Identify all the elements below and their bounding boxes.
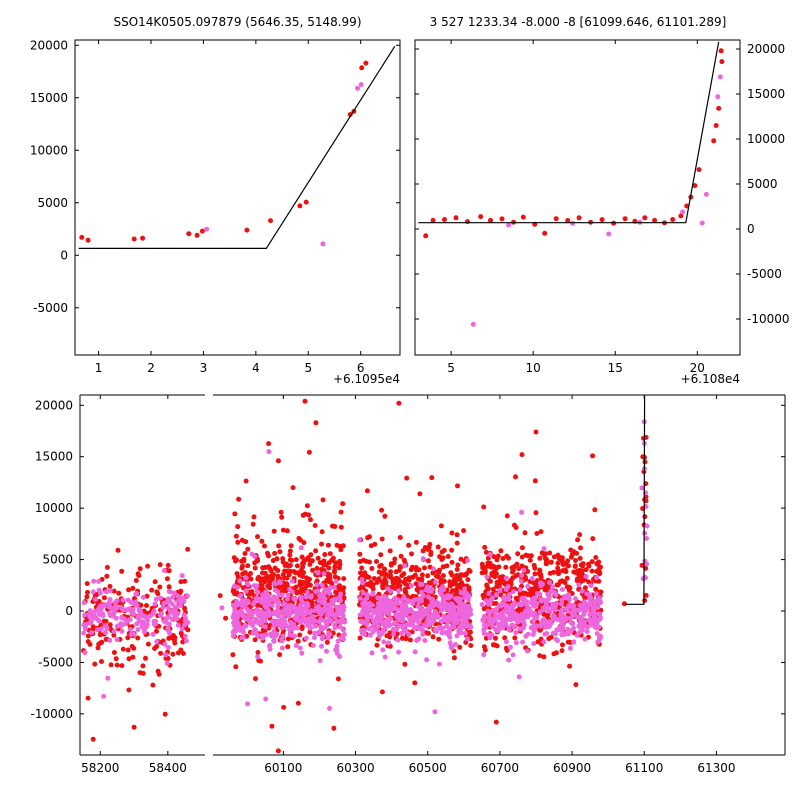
svg-text:10000: 10000 xyxy=(30,143,68,157)
svg-text:5: 5 xyxy=(304,361,312,375)
svg-text:61300: 61300 xyxy=(697,761,735,775)
svg-text:60500: 60500 xyxy=(409,761,447,775)
top-right-plot-title: 3 527 1233.34 -8.000 -8 [61099.646, 6110… xyxy=(429,15,727,29)
svg-text:2: 2 xyxy=(147,361,155,375)
svg-text:20000: 20000 xyxy=(35,398,73,412)
svg-text:58400: 58400 xyxy=(149,761,187,775)
svg-text:3: 3 xyxy=(200,361,208,375)
svg-text:-5000: -5000 xyxy=(747,267,782,281)
svg-text:-10000: -10000 xyxy=(747,312,790,326)
svg-text:4: 4 xyxy=(252,361,260,375)
svg-text:0: 0 xyxy=(65,604,73,618)
svg-text:15: 15 xyxy=(608,361,623,375)
svg-text:-10000: -10000 xyxy=(30,707,73,721)
svg-text:10: 10 xyxy=(526,361,541,375)
svg-text:58200: 58200 xyxy=(81,761,119,775)
svg-text:20000: 20000 xyxy=(747,42,785,56)
svg-text:5000: 5000 xyxy=(747,177,778,191)
svg-text:60300: 60300 xyxy=(336,761,374,775)
svg-text:0: 0 xyxy=(747,222,755,236)
svg-text:60700: 60700 xyxy=(481,761,519,775)
svg-text:10000: 10000 xyxy=(35,501,73,515)
top-left-plot-title: SSO14K0505.097879 (5646.35, 5148.99) xyxy=(113,15,362,29)
svg-text:-5000: -5000 xyxy=(38,655,73,669)
svg-text:20: 20 xyxy=(690,361,705,375)
svg-text:5000: 5000 xyxy=(37,196,68,210)
svg-text:15000: 15000 xyxy=(747,87,785,101)
svg-text:0: 0 xyxy=(60,248,68,262)
svg-text:1: 1 xyxy=(95,361,103,375)
svg-text:-5000: -5000 xyxy=(33,301,68,315)
top-left-x-axis-offset: +6.1095e4 xyxy=(332,372,400,386)
svg-text:15000: 15000 xyxy=(30,91,68,105)
svg-text:60100: 60100 xyxy=(264,761,302,775)
svg-text:5: 5 xyxy=(447,361,455,375)
svg-text:60900: 60900 xyxy=(553,761,591,775)
svg-text:10000: 10000 xyxy=(747,132,785,146)
svg-text:61100: 61100 xyxy=(625,761,663,775)
svg-text:20000: 20000 xyxy=(30,38,68,52)
svg-text:5000: 5000 xyxy=(42,553,73,567)
svg-text:6: 6 xyxy=(357,361,365,375)
top-right-x-axis-offset: +6.108e4 xyxy=(680,372,740,386)
svg-text:15000: 15000 xyxy=(35,450,73,464)
